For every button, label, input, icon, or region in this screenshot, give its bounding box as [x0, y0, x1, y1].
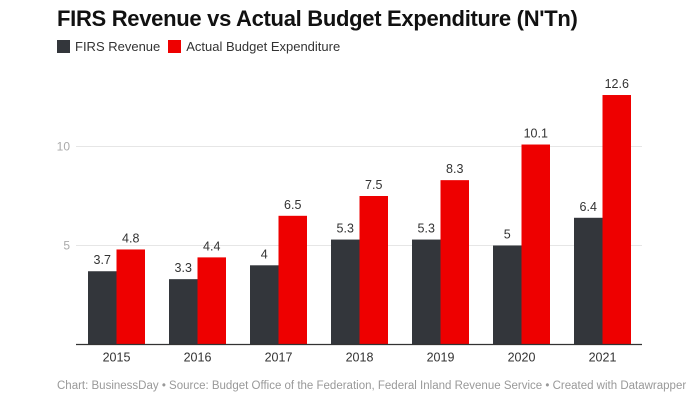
- data-label: 4: [261, 247, 268, 261]
- data-label: 3.7: [94, 253, 111, 267]
- legend-label-expenditure: Actual Budget Expenditure: [186, 39, 341, 54]
- bar-expenditure-2015: [116, 249, 145, 345]
- bar-expenditure-2016: [197, 257, 226, 345]
- legend-swatch-firs: [57, 40, 70, 53]
- data-label: 7.5: [365, 178, 382, 192]
- data-label: 5.3: [337, 222, 354, 236]
- y-tick-label: 10: [57, 140, 71, 154]
- data-label: 6.5: [284, 198, 301, 212]
- bar-firs-2015: [88, 271, 117, 345]
- bar-expenditure-2019: [440, 180, 469, 345]
- y-tick-label: 5: [63, 239, 70, 253]
- legend-swatch-expenditure: [168, 40, 182, 53]
- bar-firs-2021: [574, 217, 603, 345]
- x-tick-label: 2018: [346, 351, 374, 365]
- bar-firs-2018: [331, 239, 360, 345]
- legend-item-expenditure: Actual Budget Expenditure: [168, 39, 340, 54]
- data-label: 5: [504, 228, 511, 242]
- chart-footer: Chart: BusinessDay • Source: Budget Offi…: [57, 380, 687, 392]
- bar-expenditure-2020: [521, 144, 550, 345]
- data-label: 12.6: [605, 77, 629, 91]
- x-tick-label: 2021: [589, 351, 617, 365]
- x-tick-label: 2017: [265, 351, 293, 365]
- data-label: 10.1: [524, 127, 548, 141]
- x-tick-label: 2015: [103, 351, 131, 365]
- legend-label-firs: FIRS Revenue: [75, 39, 161, 54]
- data-label: 4.4: [203, 239, 220, 253]
- x-tick-label: 2020: [508, 351, 536, 365]
- bar-expenditure-2018: [359, 196, 388, 345]
- bar-expenditure-2017: [278, 215, 307, 345]
- data-label: 3.3: [175, 261, 192, 275]
- chart-title: FIRS Revenue vs Actual Budget Expenditur…: [57, 6, 578, 31]
- bar-firs-2016: [169, 279, 198, 345]
- data-label: 5.3: [418, 222, 435, 236]
- legend-item-firs: FIRS Revenue: [57, 39, 160, 54]
- bar-firs-2019: [412, 239, 441, 345]
- x-tick-label: 2016: [184, 351, 212, 365]
- bar-firs-2017: [250, 265, 279, 345]
- bar-expenditure-2021: [602, 95, 631, 345]
- x-tick-label: 2019: [427, 351, 455, 365]
- legend: FIRS Revenue Actual Budget Expenditure: [57, 39, 348, 54]
- data-label: 8.3: [446, 162, 463, 176]
- data-label: 4.8: [122, 231, 139, 245]
- bar-firs-2020: [493, 245, 522, 345]
- data-label: 6.4: [580, 200, 597, 214]
